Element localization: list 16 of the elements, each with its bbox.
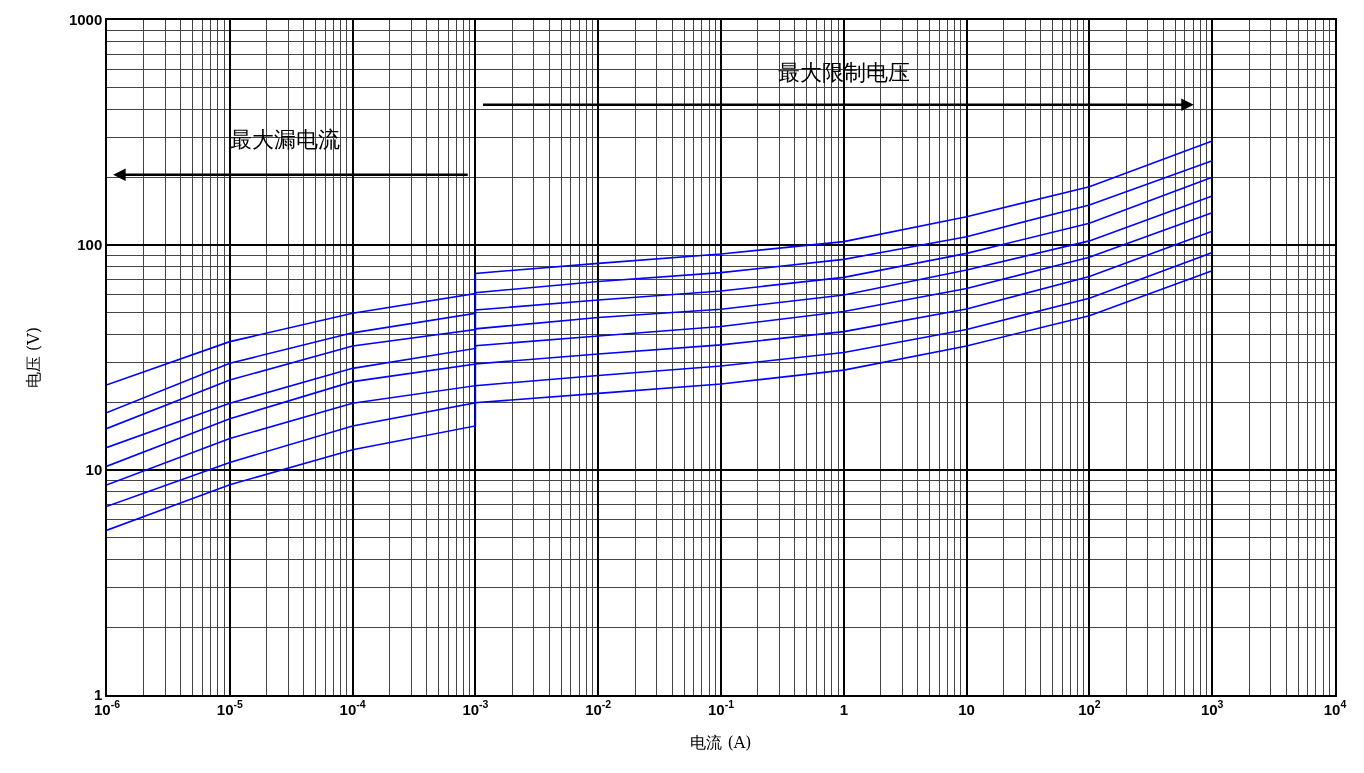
y-tick-label: 1 (93, 686, 103, 704)
y-tick-label: 1000 (68, 11, 103, 29)
x-tick-label: 10 (958, 700, 975, 718)
x-tick-label: 10$^{-3}$ (462, 698, 489, 718)
x-axis-title: 电流 (A) (690, 732, 752, 752)
y-axis-title: 电压 (V) (24, 326, 44, 389)
x-tick-label: 10$^{-2}$ (585, 698, 612, 718)
y-tick-label: 100 (77, 236, 103, 254)
x-tick-label: 1 (839, 700, 848, 718)
x-tick-label: 10$^{3}$ (1200, 698, 1224, 718)
x-tick-label: 10$^{-1}$ (707, 698, 735, 718)
y-tick-label: 10 (85, 461, 103, 479)
x-tick-label: 10$^{4}$ (1323, 698, 1347, 718)
x-tick-label: 10$^{-4}$ (339, 698, 366, 718)
x-tick-label: 10$^{2}$ (1078, 698, 1101, 718)
x-tick-label: 10$^{-5}$ (216, 698, 243, 718)
